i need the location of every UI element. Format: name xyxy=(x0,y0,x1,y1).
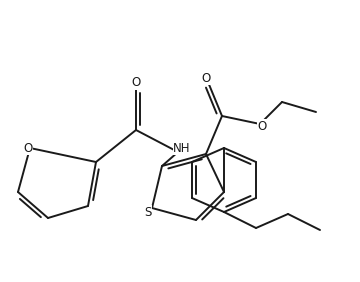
Text: O: O xyxy=(257,120,267,133)
Text: NH: NH xyxy=(173,142,191,155)
Text: O: O xyxy=(131,76,141,89)
Text: S: S xyxy=(144,206,152,219)
Text: O: O xyxy=(23,142,33,155)
Text: O: O xyxy=(201,72,211,85)
